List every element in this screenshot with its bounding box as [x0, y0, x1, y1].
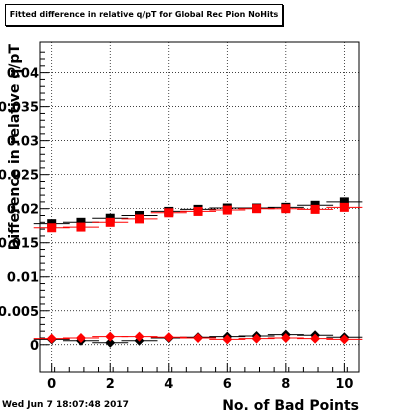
data-point-square — [339, 202, 349, 212]
y-tick-label: 0.035 — [0, 101, 39, 116]
data-point-diamond — [339, 334, 350, 345]
title-box: Fitted difference in relative q/pT for G… — [5, 4, 283, 26]
data-point-diamond — [163, 332, 174, 343]
y-tick-label: 0.015 — [0, 237, 39, 252]
data-point-diamond — [222, 334, 233, 345]
x-tick-label: 8 — [281, 377, 290, 392]
data-point-diamond — [46, 333, 57, 344]
x-tick-label: 6 — [223, 377, 232, 392]
y-tick-label: 0.025 — [0, 169, 39, 184]
y-tick-label: 0.04 — [7, 67, 39, 82]
axes: 0 2 4 6 8 10 0 0.005 0.01 0.015 0.02 0.025 0.03 0.035… — [0, 51, 353, 392]
data-point-square — [281, 204, 291, 214]
x-tick-label: 0 — [47, 377, 56, 392]
data-point-diamond — [310, 333, 321, 344]
data-point-diamond — [193, 332, 204, 343]
data-point-square — [164, 208, 174, 218]
x-tick-label: 2 — [106, 377, 115, 392]
data-point-square — [252, 204, 262, 214]
data-point-square — [105, 217, 115, 227]
data-point-diamond — [251, 333, 262, 344]
y-tick-label: 0.03 — [7, 135, 39, 150]
timestamp: Wed Jun 7 18:07:48 2017 — [2, 400, 129, 410]
data-point-square — [222, 205, 232, 215]
y-tick-label: 0.02 — [7, 203, 39, 218]
y-tick-label: 0.01 — [7, 271, 39, 286]
data-point-diamond — [280, 332, 291, 343]
x-tick-label: 4 — [164, 377, 173, 392]
data-point-diamond — [75, 332, 86, 343]
data-point-diamond — [105, 337, 116, 348]
data-point-square — [339, 197, 349, 207]
data-point-square — [193, 206, 203, 216]
x-axis-label: No. of Bad Points — [222, 398, 359, 414]
data-point-square — [47, 223, 57, 233]
data-point-square — [310, 204, 320, 214]
x-tick-label: 10 — [335, 377, 353, 392]
chart-title: Fitted difference in relative q/pT for G… — [9, 10, 279, 19]
y-tick-label: 0.005 — [0, 305, 39, 320]
data-point-diamond — [134, 331, 145, 342]
y-tick-label: 0 — [30, 339, 39, 354]
data-points — [33, 197, 363, 348]
data-point-diamond — [105, 331, 116, 342]
data-point-square — [76, 217, 86, 227]
y-axis-label: Difference in relative q/pT — [7, 44, 23, 251]
data-point-square — [135, 214, 145, 224]
data-point-square — [76, 222, 86, 232]
